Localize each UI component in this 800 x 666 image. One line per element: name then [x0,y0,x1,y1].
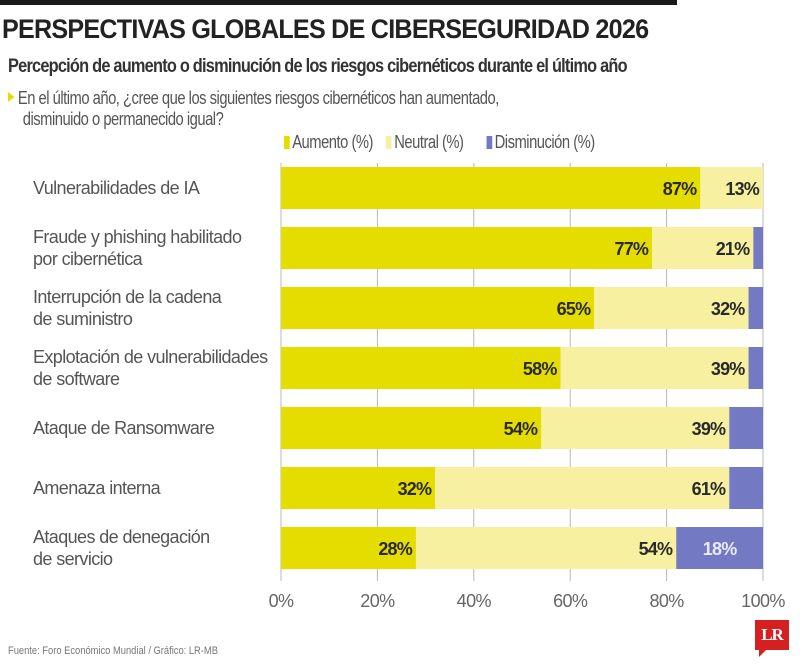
value-label-aumento: 87% [663,179,697,199]
legend-swatch-neutral [386,136,392,149]
legend-label-aumento: Aumento (%) [292,132,373,152]
x-axis-ticks: 0% 20% 40% 60% 80% 100% [269,591,786,611]
bar-segment-aumento [281,167,701,209]
bar-segment-neutral [560,347,749,389]
value-label-neutral: 32% [711,299,745,319]
category-label: Ataques de denegación [33,527,210,547]
legend-item-aumento: Aumento (%) [284,132,373,153]
value-label-neutral: 13% [725,179,759,199]
value-label-neutral: 61% [692,479,726,499]
survey-question: En el último año, ¿cree que los siguient… [8,88,499,130]
bars: 87% 13% 77% 21% 65% 32% 58% 39% 54% 39% 32% 61% 28% 5… [281,167,763,569]
value-label-aumento: 32% [398,479,432,499]
category-label: de software [33,369,120,389]
bar-segment-aumento [281,227,653,269]
question-line-1: En el último año, ¿cree que los siguient… [17,88,499,108]
chart-title: PERSPECTIVAS GLOBALES DE CIBERSEGURIDAD … [2,14,649,44]
chart-subtitle: Percepción de aumento o disminución de l… [8,56,628,77]
bar-segment-aumento [281,467,436,509]
bar-segment-neutral [541,407,730,449]
category-label: Vulnerabilidades de IA [33,178,200,198]
value-label-aumento: 58% [523,359,557,379]
question-line-2: disminuido o permanecido igual? [22,109,224,129]
x-tick-label: 60% [553,591,588,611]
value-label-neutral: 21% [716,239,750,259]
bar-segment-disminucion [729,467,763,509]
legend-label-disminucion: Disminución (%) [494,132,596,152]
value-label-aumento: 54% [504,419,538,439]
x-tick-label: 80% [649,591,684,611]
bar-segment-disminucion [753,227,763,269]
category-label: de suministro [33,309,133,329]
bar-segment-neutral [435,467,730,509]
value-label-aumento: 65% [557,299,591,319]
bar-segment-neutral [594,287,749,329]
category-label: Explotación de vulnerabilidades [33,347,268,367]
value-label-neutral: 39% [692,419,726,439]
category-labels: Vulnerabilidades de IA Fraude y phishing … [33,178,269,569]
legend-item-neutral: Neutral (%) [386,132,464,153]
legend-item-disminucion: Disminución (%) [486,132,596,153]
bar-segment-aumento [281,407,542,449]
value-label-neutral: 54% [639,539,673,559]
category-label: Fraude y phishing habilitado [33,227,242,247]
legend-swatch-disminucion [486,136,493,149]
top-rule [0,0,677,5]
value-label-neutral: 39% [711,359,745,379]
bar-segment-disminucion [748,347,763,389]
x-tick-label: 40% [457,591,492,611]
bar-segment-neutral [700,167,763,209]
x-tick-label: 0% [269,591,294,611]
bar-segment-disminucion [676,527,763,569]
bar-segment-aumento [281,527,416,569]
legend-label-neutral: Neutral (%) [394,132,464,152]
category-label: Amenaza interna [33,478,162,498]
category-label: Ataque de Ransomware [33,418,215,438]
bar-segment-disminucion [729,407,763,449]
value-label-aumento: 77% [614,239,648,259]
legend-swatch-aumento [284,136,290,149]
bullet-arrow-icon [8,92,15,102]
bar-segment-neutral [652,227,754,269]
value-label-aumento: 28% [378,539,412,559]
category-label: Interrupción de la cadena [33,287,223,307]
lr-logo-text: LR [761,625,784,644]
category-label: de servicio [33,549,113,569]
legend: Aumento (%) Neutral (%) Disminución (%) [284,132,595,153]
lr-logo: LR [755,620,789,657]
source-note: Fuente: Foro Económico Mundial / Gráfico… [8,645,218,657]
value-label-disminucion: 18% [703,539,737,559]
bar-segment-disminucion [748,287,763,329]
x-tick-label: 100% [741,591,785,611]
bar-segment-aumento [281,287,595,329]
x-tick-label: 20% [360,591,395,611]
category-label: por cibernética [33,249,144,269]
bar-segment-neutral [415,527,677,569]
bar-segment-aumento [281,347,561,389]
